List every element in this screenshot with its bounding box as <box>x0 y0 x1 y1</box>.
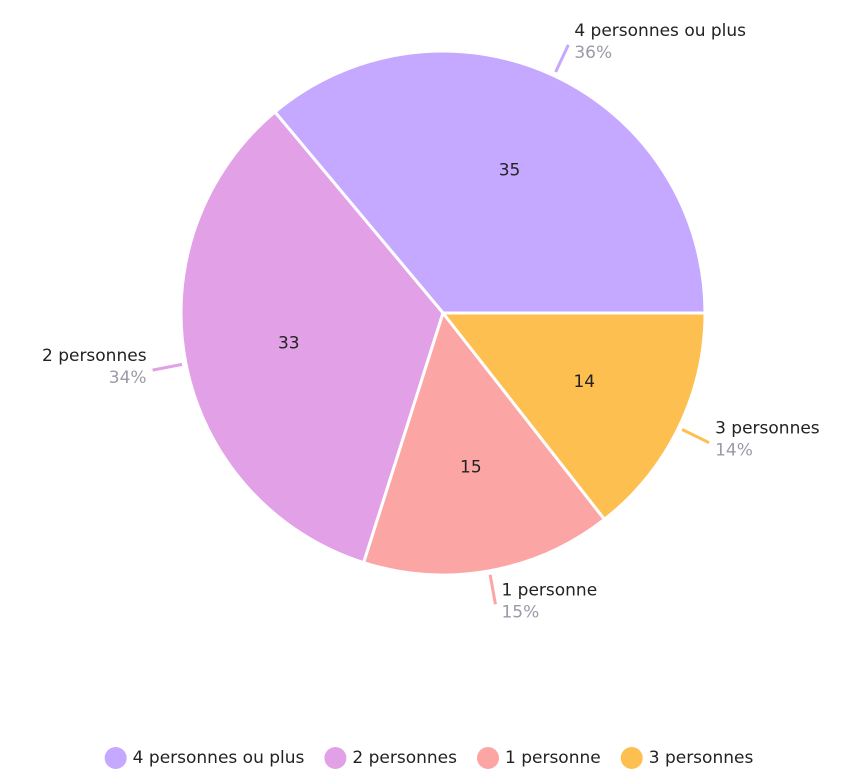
pie-slice <box>361 309 607 577</box>
pie-slice <box>439 311 707 522</box>
leader-line <box>554 44 570 73</box>
leader-line <box>152 362 183 372</box>
legend-label: 4 personnes ou plus <box>133 748 305 768</box>
value-label: 33 <box>278 333 300 353</box>
legend: 4 personnes ou plus 2 personnes 1 personne… <box>104 747 754 769</box>
value-label: 14 <box>573 372 595 392</box>
leader-line <box>488 574 497 605</box>
slice-label: 4 personnes ou plus <box>574 21 746 41</box>
legend-label: 1 personne <box>505 748 601 768</box>
legend-marker <box>324 747 347 769</box>
legend-label: 2 personnes <box>352 748 457 768</box>
legend-marker <box>620 747 643 769</box>
leader-line <box>681 428 710 445</box>
percent-label: 15% <box>501 602 539 622</box>
legend-label: 3 personnes <box>649 748 754 768</box>
percent-label: 34% <box>109 368 147 388</box>
legend-marker <box>104 747 127 769</box>
slice-label: 1 personne <box>501 580 597 600</box>
value-label: 35 <box>499 161 521 181</box>
value-label: 15 <box>460 458 482 478</box>
legend-marker <box>476 747 499 769</box>
percent-label: 14% <box>715 441 753 461</box>
percent-label: 36% <box>574 43 612 63</box>
slice-label: 3 personnes <box>715 419 820 439</box>
slice-label: 2 personnes <box>42 346 147 366</box>
pie-slice <box>179 109 445 565</box>
pie-slice <box>272 49 707 315</box>
